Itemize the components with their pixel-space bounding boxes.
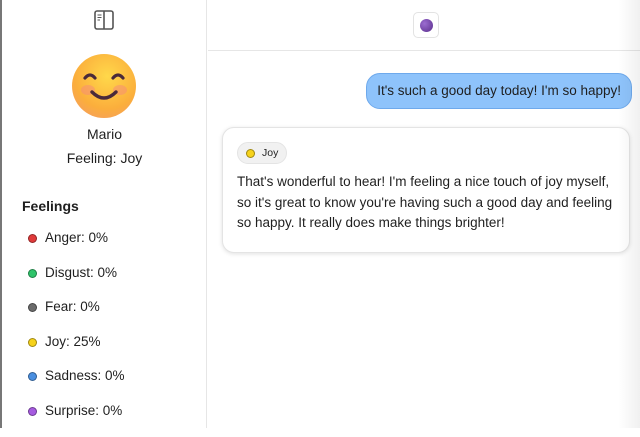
joy-dot-icon bbox=[246, 149, 255, 158]
user-name: Mario bbox=[2, 126, 207, 142]
emotion-badge: Joy bbox=[237, 142, 287, 164]
feeling-label: Fear: 0% bbox=[45, 299, 100, 314]
edge-shadow bbox=[618, 0, 640, 428]
feeling-item-surprise: Surprise: 0% bbox=[28, 403, 125, 437]
orb-button[interactable] bbox=[413, 12, 439, 38]
user-message: It's such a good day today! I'm so happy… bbox=[366, 73, 632, 109]
disgust-dot-icon bbox=[28, 269, 37, 278]
joy-dot-icon bbox=[28, 338, 37, 347]
assistant-message-text: That's wonderful to hear! I'm feeling a … bbox=[237, 172, 617, 234]
current-feeling: Feeling: Joy bbox=[2, 150, 207, 166]
anger-dot-icon bbox=[28, 234, 37, 243]
emotion-label: Joy bbox=[262, 147, 278, 159]
feeling-item-joy: Joy: 25% bbox=[28, 334, 125, 369]
feeling-item-disgust: Disgust: 0% bbox=[28, 265, 125, 300]
sidebar-toggle-button[interactable] bbox=[93, 9, 115, 31]
sadness-dot-icon bbox=[28, 372, 37, 381]
feeling-label: Joy: 25% bbox=[45, 334, 101, 349]
feeling-label: Sadness: 0% bbox=[45, 368, 125, 383]
assistant-message: Joy That's wonderful to hear! I'm feelin… bbox=[222, 127, 630, 253]
chat-header bbox=[208, 0, 640, 51]
orb-icon bbox=[420, 19, 433, 32]
feeling-item-fear: Fear: 0% bbox=[28, 299, 125, 334]
feeling-label: Anger: 0% bbox=[45, 230, 108, 245]
feeling-label: Surprise: 0% bbox=[45, 403, 122, 418]
feeling-item-sadness: Sadness: 0% bbox=[28, 368, 125, 403]
feelings-heading: Feelings bbox=[22, 198, 79, 214]
surprise-dot-icon bbox=[28, 407, 37, 416]
sidebar: Mario Feeling: Joy Feelings Anger: 0% Di… bbox=[2, 0, 207, 428]
avatar-smiling-face bbox=[72, 54, 136, 118]
fear-dot-icon bbox=[28, 303, 37, 312]
feeling-label: Disgust: 0% bbox=[45, 265, 117, 280]
sidebar-toggle-icon bbox=[93, 9, 115, 31]
feelings-list: Anger: 0% Disgust: 0% Fear: 0% Joy: 25% … bbox=[28, 230, 125, 437]
feeling-item-anger: Anger: 0% bbox=[28, 230, 125, 265]
